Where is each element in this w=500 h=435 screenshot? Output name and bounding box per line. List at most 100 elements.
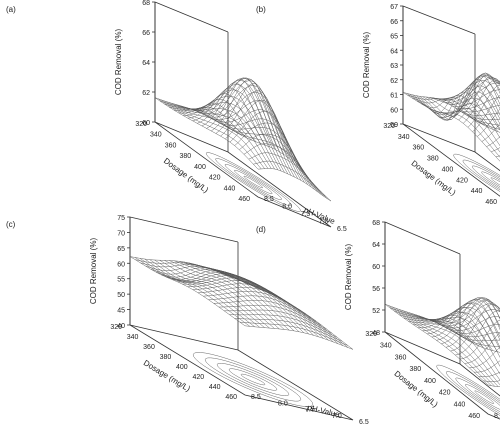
- z-tick-label: 60: [117, 261, 125, 268]
- surface-mesh-line: [468, 116, 500, 126]
- panel-letter: (c): [6, 220, 16, 229]
- y-tick-label: 8.5: [251, 394, 261, 401]
- surface-mesh-line: [472, 95, 500, 132]
- x-tick-label: 420: [439, 390, 451, 397]
- z-axis-label: COD Removal (%): [89, 238, 98, 305]
- x-tick-label: 400: [194, 164, 206, 171]
- surface-mesh-line: [432, 299, 500, 325]
- z-tick-label: 62: [142, 90, 150, 97]
- surface-mesh-line: [444, 75, 500, 114]
- floor-contour: [481, 171, 500, 187]
- x-tick-label: 460: [238, 196, 250, 203]
- z-tick-label: 70: [117, 230, 125, 237]
- surface-mesh-line: [455, 310, 500, 356]
- surface-mesh-line: [422, 299, 500, 328]
- surface-mesh-line: [188, 262, 305, 333]
- surface-mesh-line: [453, 331, 500, 342]
- z-tick-label: 60: [142, 120, 150, 127]
- z-axis-label: COD Removal (%): [362, 32, 371, 99]
- panel-c: 40 45 50 55 60 65 70 75 320 340 360 380 400 420 440 460…: [6, 215, 369, 426]
- x-tick-label: 380: [409, 366, 421, 373]
- x-tick-label: 380: [427, 156, 439, 163]
- y-tick-label: 8.0: [282, 204, 292, 211]
- x-tick-label: 360: [143, 344, 155, 351]
- floor-contour: [490, 177, 500, 186]
- x-tick-label: 320: [110, 324, 122, 331]
- y-axis-label: pH-Value: [307, 403, 341, 419]
- floor-contour: [234, 169, 273, 195]
- surface-mesh-line: [473, 360, 500, 373]
- z-tick-label: 67: [390, 4, 398, 11]
- y-tick-label: 8.5: [494, 413, 500, 420]
- y-tick-label: 8.0: [278, 400, 288, 407]
- floor-contour: [462, 159, 500, 191]
- z-tick-label: 60: [372, 264, 380, 271]
- surface-mesh-line: [239, 321, 348, 346]
- x-tick-label: 360: [412, 145, 424, 152]
- z-tick-label: 68: [142, 0, 150, 7]
- surface-mesh-line: [445, 300, 500, 348]
- floor-contour: [216, 363, 290, 396]
- floor-contour: [224, 164, 282, 200]
- floor-contour: [464, 384, 500, 410]
- x-tick-label: 380: [160, 354, 172, 361]
- y-tick-label: 7.0: [332, 413, 342, 420]
- z-tick-label: 61: [390, 93, 398, 100]
- z-tick-label: 64: [372, 242, 380, 249]
- x-tick-label: 400: [442, 166, 454, 173]
- x-tick-label: 320: [135, 121, 147, 128]
- x-tick-label: 460: [485, 199, 497, 206]
- y-tick-label: 8.5: [264, 196, 274, 203]
- surface-mesh-line: [154, 97, 229, 128]
- z-tick-label: 75: [117, 215, 125, 222]
- z-tick-label: 66: [142, 30, 150, 37]
- surface-mesh-line: [474, 119, 500, 133]
- box-edge-top: [384, 221, 461, 255]
- surface-mesh-line: [213, 300, 322, 326]
- surface-mesh-line: [478, 371, 500, 378]
- surface-mesh-line: [218, 304, 327, 330]
- surface-mesh-line: [198, 265, 314, 336]
- surface-mesh-line: [442, 316, 500, 331]
- surface-mesh-line: [234, 318, 343, 342]
- surface-mesh-line: [224, 309, 333, 334]
- surface-mesh-line: [425, 297, 500, 322]
- y-tick-label: 7.0: [319, 219, 329, 226]
- z-tick-label: 64: [390, 48, 398, 55]
- z-tick-label: 62: [390, 78, 398, 85]
- surface-mesh-line: [459, 335, 500, 353]
- z-tick-label: 50: [117, 292, 125, 299]
- x-tick-label: 340: [127, 334, 139, 341]
- z-tick-label: 65: [117, 246, 125, 253]
- surface-mesh-line: [439, 309, 500, 329]
- z-tick-label: 68: [372, 220, 380, 227]
- x-tick-label: 440: [454, 401, 466, 408]
- x-tick-label: 340: [150, 132, 162, 139]
- floor-contour: [192, 352, 314, 407]
- surface-mesh-line: [244, 325, 354, 350]
- floor-contour: [453, 153, 500, 192]
- surface-mesh-line: [253, 160, 327, 197]
- floor-contour: [228, 368, 278, 391]
- surface-mesh-line: [164, 260, 280, 330]
- surface-mesh-line: [203, 291, 312, 318]
- surface-mesh-line: [408, 317, 484, 348]
- x-axis-label: Dosage (mg/L): [393, 369, 440, 409]
- y-tick-label: 7.5: [305, 407, 315, 414]
- floor-contour: [445, 371, 500, 414]
- floor-contour: [240, 373, 266, 386]
- x-tick-label: 360: [165, 142, 177, 149]
- panel-letter: (d): [256, 225, 266, 234]
- z-tick-label: 63: [390, 63, 398, 70]
- x-tick-label: 460: [225, 394, 237, 401]
- surface-mesh-line: [161, 99, 265, 169]
- surface-mesh-line: [446, 324, 500, 334]
- surface-mesh-line: [455, 97, 500, 110]
- surface-mesh-line: [445, 77, 500, 103]
- x-axis-label: Dosage (mg/L): [410, 159, 458, 198]
- floor-contour: [436, 364, 500, 416]
- floor-contour: [474, 390, 495, 404]
- z-tick-label: 60: [390, 107, 398, 114]
